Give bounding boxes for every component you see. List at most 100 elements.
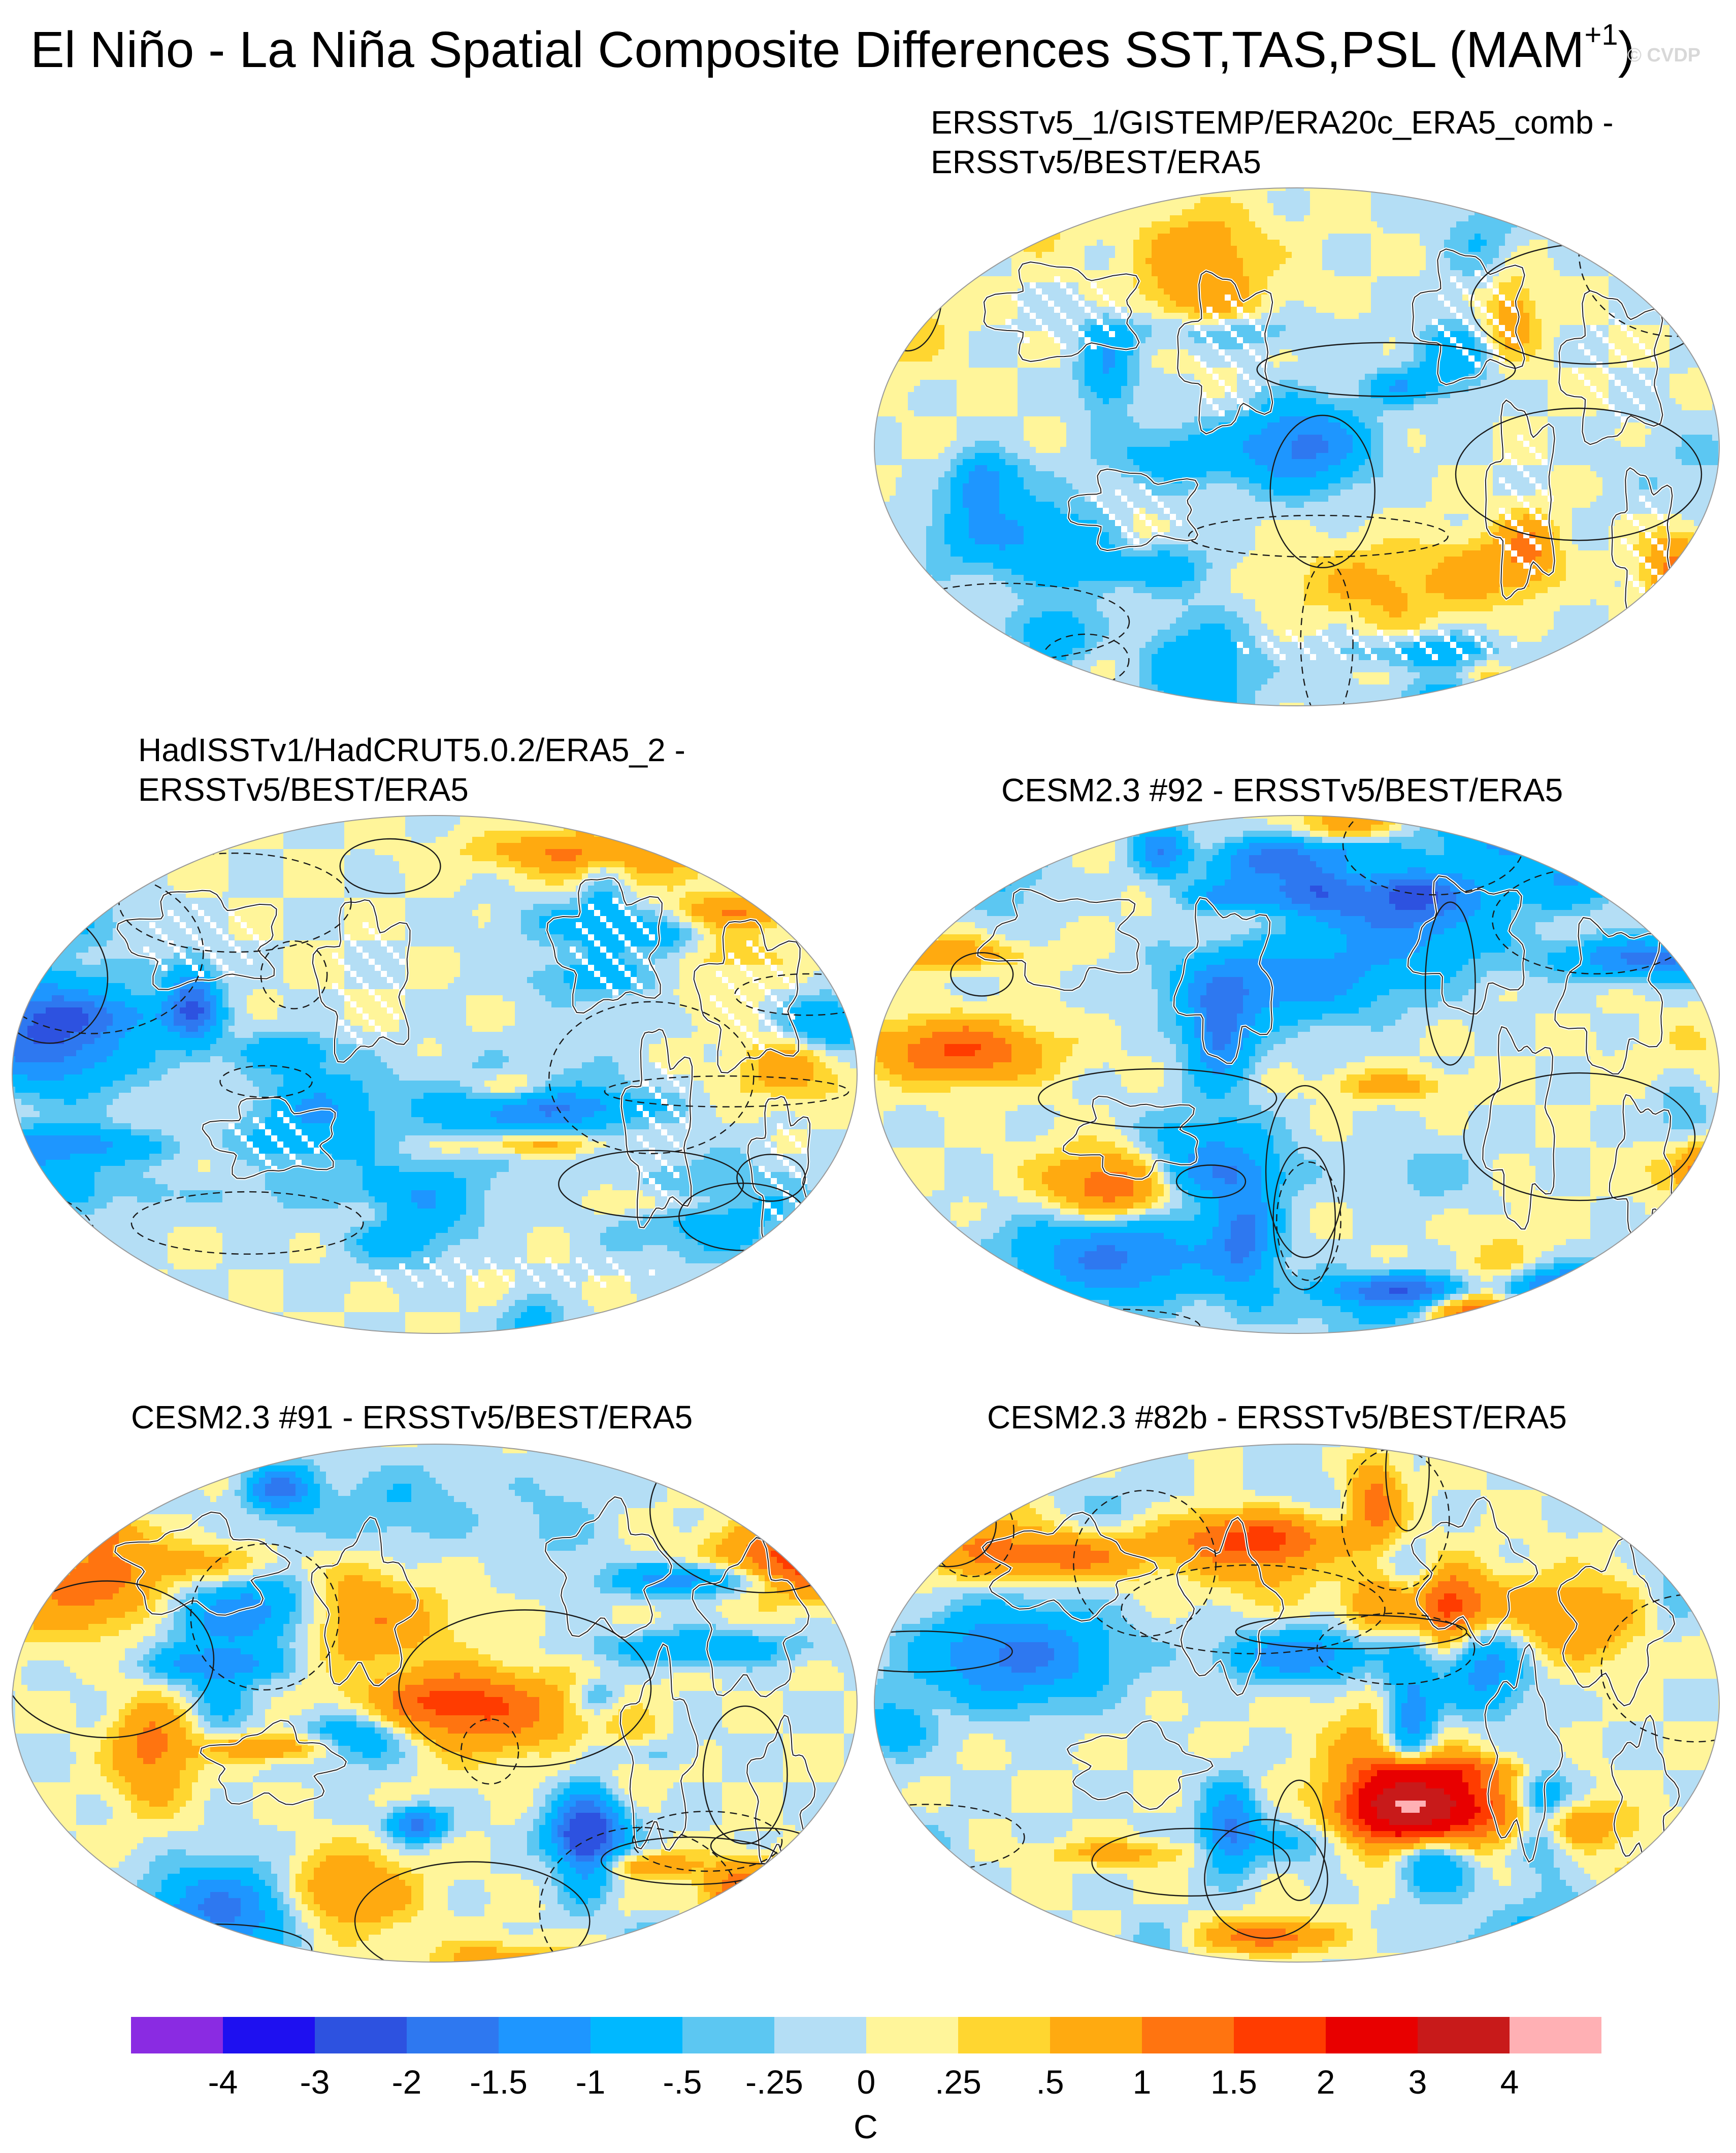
map-border [874, 1444, 1720, 1963]
colorbar-tick-label: -2 [392, 2062, 422, 2102]
psl-contour-positive [1038, 1068, 1278, 1129]
coastline-edge [1177, 270, 1273, 435]
psl-contour-negative [1316, 1612, 1476, 1685]
colorbar-swatch [774, 2017, 867, 2053]
psl-contour-positive [947, 665, 1014, 706]
coastline-edge [620, 1029, 693, 1228]
colorbar-tick-label: 2 [1317, 2062, 1335, 2102]
coastline-edge [1066, 1720, 1214, 1810]
colorbar-units-label: C [854, 2106, 878, 2147]
map-field [12, 815, 857, 1333]
panel-title-line: ERSSTv5/BEST/ERA5 [138, 770, 685, 809]
psl-contour-negative [1300, 561, 1354, 706]
panel-title-line: ERSSTv5_1/GISTEMP/ERA20c_ERA5_comb - [931, 103, 1614, 142]
psl-contour-negative [874, 1804, 1025, 1871]
psl-contour-positive [1265, 1085, 1345, 1258]
psl-contour-positive [1091, 1828, 1291, 1897]
figure-title-superscript: +1 [1584, 18, 1618, 51]
colorbar-tick-label: 1.5 [1210, 2062, 1257, 2102]
psl-contour-negative [1561, 815, 1719, 882]
coastline-edge [1412, 248, 1525, 385]
coastline-edge [1482, 1026, 1555, 1230]
psl-contour-positive [354, 1861, 591, 1962]
psl-contour-positive [1463, 1072, 1696, 1201]
colorbar-tick-label: 4 [1500, 2062, 1519, 2102]
map-field [874, 1444, 1719, 1962]
psl-contour-positive [339, 838, 441, 894]
psl-contour-positive [874, 224, 943, 352]
coastline-edge [1554, 917, 1663, 1074]
psl-contour-negative [260, 940, 328, 1009]
coastline-edge [1557, 1537, 1676, 1707]
colorbar-swatch [958, 2017, 1051, 2053]
colorbar-tick-label: 1 [1133, 2062, 1152, 2102]
colorbar-tick-label: -3 [300, 2062, 330, 2102]
panel-title-line: CESM2.3 #91 - ERSSTv5/BEST/ERA5 [131, 1397, 693, 1437]
coastline-edge [1558, 290, 1663, 445]
map-border [12, 1444, 858, 1963]
colorbar-swatch [591, 2017, 683, 2053]
map-panel-bottom-right [871, 1441, 1722, 1965]
colorbar-tick-label: -.25 [745, 2062, 803, 2102]
panel-title-line: CESM2.3 #92 - ERSSTv5/BEST/ERA5 [1001, 770, 1563, 810]
psl-contour-positive [970, 189, 1059, 238]
colorbar-swatch [407, 2017, 499, 2053]
coastline-edge [311, 1516, 419, 1686]
map-panel-top-right [871, 185, 1722, 709]
map-border [12, 815, 858, 1334]
colorbar-swatch [131, 2017, 223, 2053]
psl-contour-positive [1256, 342, 1516, 397]
map-panel-middle-right [871, 812, 1722, 1336]
psl-contour-negative [632, 1810, 783, 1872]
psl-contour-negative [734, 973, 857, 1016]
psl-contour-positive [874, 1630, 1013, 1673]
coastline-edge [619, 1643, 699, 1851]
psl-contour-negative [130, 1191, 364, 1255]
coastline-edge [983, 261, 1140, 362]
map-svg [874, 1444, 1720, 1963]
map-panel-middle-left [9, 812, 860, 1336]
colorbar-swatch [682, 2017, 775, 2053]
colorbar-tick-label: 3 [1409, 2062, 1427, 2102]
colorbar-swatches [131, 2017, 1602, 2053]
panel-title-line: ERSSTv5/BEST/ERA5 [931, 142, 1614, 182]
psl-contour-negative [548, 1001, 755, 1154]
psl-contour-positive [702, 1705, 788, 1845]
psl-contour-positive [1424, 901, 1476, 1066]
psl-contour-negative [1073, 1490, 1217, 1637]
colorbar-tick-label: .25 [935, 2062, 981, 2102]
coastline-edge [1068, 468, 1199, 551]
coastline-edge [693, 919, 801, 1073]
colorbar-swatch [1050, 2017, 1142, 2053]
colorbar-tick-label: -.5 [663, 2062, 702, 2102]
psl-contour-positive [1269, 414, 1375, 569]
coastline-edge [1609, 1094, 1673, 1243]
psl-contour-positive [1204, 1819, 1328, 1939]
coastline-edge [1173, 897, 1273, 1064]
coastline-edge [200, 1719, 347, 1805]
map-svg [874, 815, 1720, 1334]
coastline-edge [981, 1512, 1158, 1622]
panel-title-line: CESM2.3 #82b - ERSSTv5/BEST/ERA5 [987, 1397, 1567, 1437]
coastline-edge [1062, 1095, 1198, 1180]
psl-contour-negative [12, 1894, 111, 1962]
coastline-edge [1485, 399, 1555, 600]
map-svg [874, 187, 1720, 706]
coastline-edge [692, 1537, 810, 1698]
coastline-edge [546, 877, 663, 1014]
panel-title-line: HadISSTv1/HadCRUT5.0.2/ERA5_2 - [138, 730, 685, 770]
figure-title: El Niño - La Niña Spatial Composite Diff… [30, 14, 1635, 85]
cvdp-watermark: © CVDP [1627, 45, 1700, 67]
panel-title-top-right: ERSSTv5_1/GISTEMP/ERA20c_ERA5_comb - ERS… [931, 103, 1614, 182]
map-border [874, 187, 1720, 706]
colorbar-swatch [1418, 2017, 1510, 2053]
panel-title-bottom-right: CESM2.3 #82b - ERSSTv5/BEST/ERA5 [987, 1397, 1567, 1437]
colorbar-swatch [315, 2017, 407, 2053]
psl-contour-positive [950, 952, 1014, 997]
psl-contour-positive [1175, 1164, 1247, 1199]
map-svg [12, 1444, 858, 1963]
coastline-edge [1484, 1643, 1563, 1863]
map-field [874, 815, 1719, 1333]
psl-contour-negative [895, 188, 951, 233]
psl-contour-negative [460, 1718, 519, 1785]
